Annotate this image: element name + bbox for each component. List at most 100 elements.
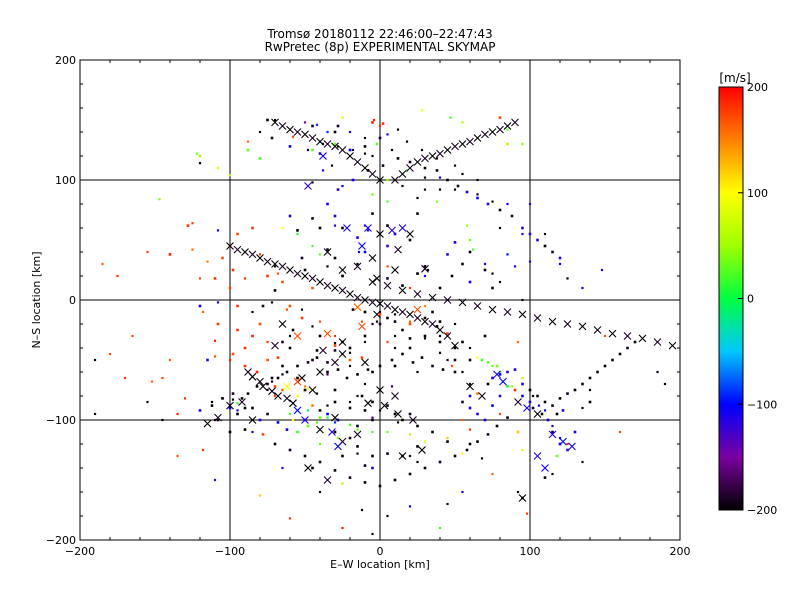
scatter-point	[375, 320, 379, 323]
scatter-point	[488, 128, 497, 136]
scatter-point	[521, 226, 524, 230]
scatter-point	[266, 412, 269, 416]
scatter-point	[361, 164, 369, 172]
scatter-point	[371, 193, 374, 196]
scatter-point	[296, 364, 299, 368]
scatter-point	[423, 466, 427, 470]
scatter-point	[533, 452, 542, 460]
scatter-point	[368, 278, 377, 286]
scatter-point	[318, 442, 322, 446]
scatter-point	[438, 320, 442, 323]
scatter-point	[236, 328, 239, 332]
scatter-point	[453, 454, 457, 458]
scatter-point	[368, 170, 377, 178]
scatter-point	[486, 433, 490, 436]
scatter-point	[537, 404, 541, 407]
scatter-point	[296, 376, 299, 380]
scatter-point	[288, 214, 292, 218]
scatter-point	[341, 274, 344, 278]
scatter-point	[559, 437, 567, 446]
scatter-point	[396, 128, 400, 131]
scatter-point	[356, 373, 359, 376]
y-tick-label: −100	[46, 414, 76, 427]
scatter-point	[146, 400, 149, 404]
scatter-point	[371, 454, 374, 458]
scatter-point	[443, 332, 452, 340]
scatter-point	[633, 340, 637, 344]
scatter-point	[263, 257, 272, 266]
scatter-point	[108, 352, 112, 356]
scatter-point	[510, 214, 514, 218]
scatter-point	[206, 358, 209, 362]
scatter-point	[266, 358, 269, 362]
scatter-point	[213, 277, 217, 280]
scatter-point	[431, 430, 434, 434]
scatter-point	[321, 169, 325, 172]
scatter-point	[408, 454, 412, 458]
scatter-point	[456, 184, 460, 188]
x-axis-label: E–W location [km]	[330, 558, 430, 571]
scatter-point	[258, 494, 262, 497]
scatter-point	[273, 442, 277, 446]
scatter-point	[543, 244, 547, 248]
scatter-point	[348, 476, 352, 479]
scatter-point	[283, 394, 291, 403]
scatter-point	[436, 326, 444, 334]
scatter-point	[333, 256, 337, 260]
scatter-point	[336, 436, 340, 440]
scatter-point	[546, 418, 550, 422]
scatter-point	[288, 346, 292, 350]
scatter-point	[271, 260, 279, 268]
scatter-point	[371, 400, 374, 404]
scatter-point	[286, 266, 294, 274]
colorbar-tick-label: 0	[747, 293, 754, 306]
scatter-point	[276, 272, 280, 275]
scatter-point	[468, 280, 472, 284]
scatter-point	[231, 352, 235, 356]
scatter-point	[401, 352, 404, 356]
scatter-point	[476, 440, 479, 443]
scatter-point	[273, 289, 277, 292]
scatter-point	[496, 125, 504, 134]
scatter-point	[536, 394, 539, 398]
scatter-point	[273, 265, 277, 268]
scatter-point	[480, 457, 484, 460]
scatter-point	[371, 212, 374, 215]
scatter-point	[293, 377, 302, 386]
scatter-point	[533, 314, 542, 322]
scatter-point	[498, 208, 502, 212]
scatter-point	[266, 382, 269, 386]
scatter-point	[566, 442, 569, 446]
scatter-point	[540, 412, 544, 416]
scatter-point	[543, 409, 547, 412]
scatter-point	[341, 526, 344, 530]
scatter-point	[483, 418, 487, 422]
scatter-point	[363, 136, 367, 140]
scatter-point	[285, 308, 289, 311]
scatter-point	[511, 118, 519, 127]
scatter-point	[468, 358, 472, 362]
scatter-point	[476, 392, 479, 395]
scatter-point	[316, 425, 324, 434]
scatter-point	[408, 337, 412, 340]
scatter-point	[315, 349, 319, 352]
scatter-point	[368, 254, 377, 262]
scatter-point	[516, 430, 520, 434]
scatter-point	[499, 377, 507, 386]
scatter-point	[413, 290, 422, 298]
scatter-point	[483, 262, 487, 266]
scatter-point	[491, 200, 494, 203]
scatter-point	[386, 430, 389, 434]
scatter-point	[333, 349, 337, 352]
scatter-point	[338, 266, 347, 274]
scatter-point	[386, 316, 389, 320]
scatter-point	[356, 262, 359, 266]
scatter-point	[161, 418, 164, 422]
scatter-point	[288, 517, 292, 520]
scatter-point	[338, 338, 347, 346]
scatter-point	[416, 445, 419, 448]
grid-lines	[80, 60, 680, 540]
scatter-point	[336, 124, 340, 128]
scatter-point	[333, 421, 337, 424]
